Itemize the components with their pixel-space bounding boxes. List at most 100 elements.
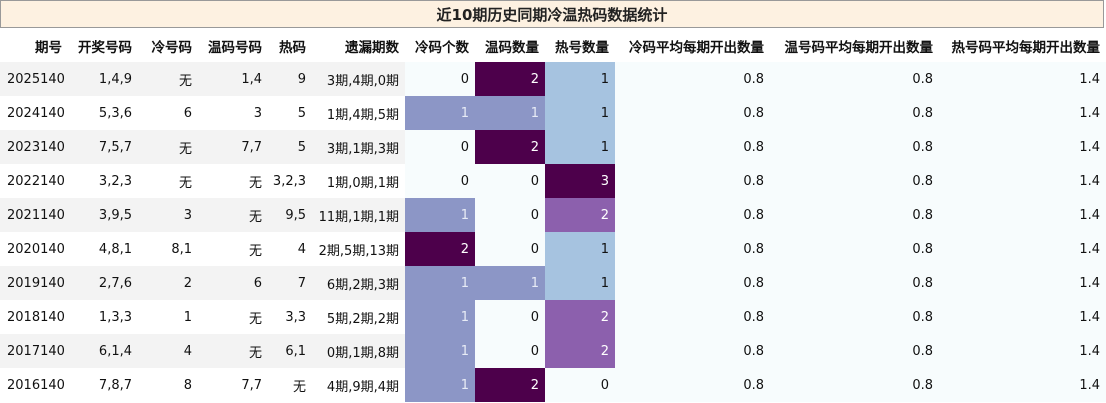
period-cell: 2024140 [0,96,68,130]
hot-avg-cell: 1.4 [939,232,1106,266]
draw-cell: 3,2,3 [68,164,138,198]
warm-count-cell: 2 [475,130,545,164]
col-header-cold-avg[interactable]: 冷码平均每期开出数量 [615,30,770,62]
draw-cell: 7,5,7 [68,130,138,164]
table-row[interactable]: 2019140 2,7,6 2 6 7 6期,2期,3期 1 1 1 0.8 0.8 1.4 [0,266,1106,300]
hot-avg-cell: 1.4 [939,130,1106,164]
hot-numbers-cell: 9 [268,62,312,96]
header-row: 期号 开奖号码 冷号码 温码号码 热码 遗漏期数 冷码个数 温码数量 热号数量 … [0,30,1106,62]
miss-cell: 5期,2期,2期 [312,300,405,334]
draw-cell: 1,3,3 [68,300,138,334]
table-row[interactable]: 2018140 1,3,3 1 无 3,3 5期,2期,2期 1 0 2 0.8 0.8 1.4 [0,300,1106,334]
hot-numbers-cell: 7 [268,266,312,300]
cold-count-cell: 1 [405,198,475,232]
hot-count-cell: 1 [545,130,615,164]
table-row[interactable]: 2023140 7,5,7 无 7,7 5 3期,1期,3期 0 2 1 0.8 0.8 1.4 [0,130,1106,164]
hot-avg-cell: 1.4 [939,96,1106,130]
hot-avg-cell: 1.4 [939,164,1106,198]
warm-numbers-cell: 无 [198,232,268,266]
hot-count-cell: 0 [545,368,615,402]
cold-count-cell: 0 [405,164,475,198]
table-row[interactable]: 2016140 7,8,7 8 7,7 无 4期,9期,4期 1 2 0 0.8 0.8 1.4 [0,368,1106,402]
col-header-period[interactable]: 期号 [0,30,68,62]
col-header-draw[interactable]: 开奖号码 [68,30,138,62]
cold-numbers-cell: 6 [138,96,198,130]
warm-avg-cell: 0.8 [770,368,939,402]
cold-numbers-cell: 3 [138,198,198,232]
miss-cell: 0期,1期,8期 [312,334,405,368]
hot-avg-cell: 1.4 [939,334,1106,368]
cold-avg-cell: 0.8 [615,96,770,130]
warm-count-cell: 0 [475,334,545,368]
hot-count-cell: 1 [545,266,615,300]
period-cell: 2018140 [0,300,68,334]
warm-avg-cell: 0.8 [770,96,939,130]
col-header-warm-avg[interactable]: 温号码平均每期开出数量 [770,30,939,62]
warm-numbers-cell: 6 [198,266,268,300]
cold-numbers-cell: 1 [138,300,198,334]
hot-numbers-cell: 5 [268,130,312,164]
table-row[interactable]: 2022140 3,2,3 无无 3,2,3 1期,0期,1期 0 0 3 0.8 0.8 1.4 [0,164,1106,198]
hot-count-cell: 2 [545,334,615,368]
col-header-cold[interactable]: 冷号码 [138,30,198,62]
miss-cell: 1期,0期,1期 [312,164,405,198]
warm-count-cell: 2 [475,62,545,96]
col-header-warm[interactable]: 温码号码 [198,30,268,62]
cold-count-cell: 0 [405,130,475,164]
miss-cell: 3期,1期,3期 [312,130,405,164]
draw-cell: 5,3,6 [68,96,138,130]
hot-numbers-cell: 5 [268,96,312,130]
table-row[interactable]: 2024140 5,3,6 6 3 5 1期,4期,5期 1 1 1 0.8 0.8 1.4 [0,96,1106,130]
draw-cell: 1,4,9 [68,62,138,96]
warm-count-cell: 0 [475,164,545,198]
cold-count-cell: 1 [405,300,475,334]
table-row[interactable]: 2025140 1,4,9 无 1,4 9 3期,4期,0期 0 2 1 0.8 0.8 1.4 [0,62,1106,96]
col-header-hot-count[interactable]: 热号数量 [545,30,615,62]
miss-cell: 3期,4期,0期 [312,62,405,96]
cold-numbers-cell: 2 [138,266,198,300]
warm-avg-cell: 0.8 [770,232,939,266]
hot-numbers-cell: 6,1 [268,334,312,368]
col-header-cold-count[interactable]: 冷码个数 [405,30,475,62]
warm-count-cell: 1 [475,266,545,300]
warm-numbers-cell: 7,7 [198,368,268,402]
hot-numbers-cell: 3,3 [268,300,312,334]
cold-avg-cell: 0.8 [615,198,770,232]
table-row[interactable]: 2017140 6,1,4 4 无 6,1 0期,1期,8期 1 0 2 0.8 0.8 1.4 [0,334,1106,368]
warm-avg-cell: 0.8 [770,164,939,198]
col-header-hot-avg[interactable]: 热号码平均每期开出数量 [939,30,1106,62]
hot-avg-cell: 1.4 [939,266,1106,300]
cold-count-cell: 2 [405,232,475,266]
hot-count-cell: 1 [545,96,615,130]
cold-avg-cell: 0.8 [615,62,770,96]
draw-cell: 2,7,6 [68,266,138,300]
col-header-warm-count[interactable]: 温码数量 [475,30,545,62]
warm-numbers-cell: 无 [198,300,268,334]
hot-count-cell: 3 [545,164,615,198]
stats-table: 期号 开奖号码 冷号码 温码号码 热码 遗漏期数 冷码个数 温码数量 热号数量 … [0,30,1106,402]
cold-avg-cell: 0.8 [615,164,770,198]
table-title: 近10期历史同期冷温热码数据统计 [0,0,1104,28]
draw-cell: 4,8,1 [68,232,138,266]
warm-numbers-cell: 无 [198,198,268,232]
hot-count-cell: 2 [545,300,615,334]
warm-count-cell: 0 [475,300,545,334]
cold-numbers-cell: 8 [138,368,198,402]
warm-avg-cell: 0.8 [770,266,939,300]
cold-avg-cell: 0.8 [615,334,770,368]
cold-numbers-cell: 无 [138,62,198,96]
hot-avg-cell: 1.4 [939,300,1106,334]
period-cell: 2017140 [0,334,68,368]
cold-count-cell: 1 [405,334,475,368]
col-header-miss[interactable]: 遗漏期数 [312,30,405,62]
table-row[interactable]: 2020140 4,8,1 8,1 无 4 2期,5期,13期 2 0 1 0.8 0.8 1.4 [0,232,1106,266]
hot-count-cell: 2 [545,198,615,232]
cold-avg-cell: 0.8 [615,130,770,164]
table-row[interactable]: 2021140 3,9,5 3 无 9,5 11期,1期,1期 1 0 2 0.8 0.8 1.4 [0,198,1106,232]
cold-avg-cell: 0.8 [615,266,770,300]
col-header-hot[interactable]: 热码 [268,30,312,62]
warm-numbers-cell: 无 [198,164,268,198]
hot-count-cell: 1 [545,232,615,266]
draw-cell: 7,8,7 [68,368,138,402]
